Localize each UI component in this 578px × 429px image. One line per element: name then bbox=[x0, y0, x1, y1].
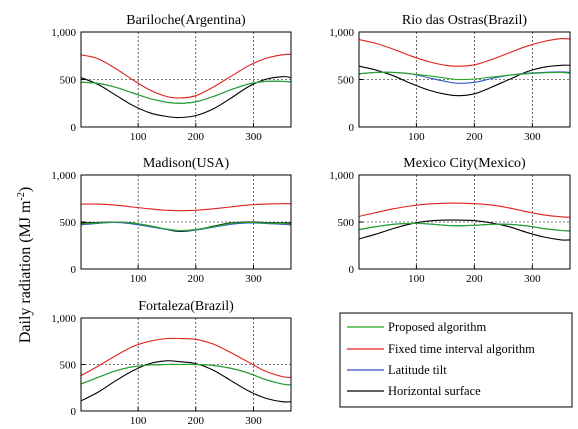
y-tick-label: 1,000 bbox=[329, 27, 354, 39]
x-tick-label: 100 bbox=[408, 273, 425, 285]
y-tick-label: 0 bbox=[349, 264, 355, 276]
y-tick-label: 500 bbox=[60, 75, 77, 87]
panel-title: Bariloche(Argentina) bbox=[126, 13, 246, 28]
plot-frame bbox=[358, 31, 571, 128]
panel-1: Rio das Ostras(Brazil) 100 200 300 0 500 1,000 bbox=[329, 13, 571, 143]
y-tick-label: 500 bbox=[60, 217, 77, 229]
panel-title: Rio das Ostras(Brazil) bbox=[402, 13, 528, 28]
y-tick-label: 1,000 bbox=[51, 313, 76, 325]
x-tick-label: 200 bbox=[188, 273, 205, 285]
series-line-proposed-algorithm bbox=[81, 221, 291, 232]
plot-frame bbox=[80, 317, 292, 412]
y-axis-label-main: Daily radiation (MJ m bbox=[17, 200, 34, 343]
y-tick-label: 0 bbox=[71, 264, 77, 276]
series-line-horizontal-surface bbox=[81, 76, 291, 119]
series-line-horizontal-surface bbox=[359, 64, 570, 97]
panel-4: Fortaleza(Brazil) 100 200 300 0 500 1,000 bbox=[51, 299, 292, 427]
y-axis-label: Daily radiation (MJ m-2) bbox=[16, 187, 34, 343]
y-tick-label: 500 bbox=[60, 360, 77, 372]
legend-label: Horizontal surface bbox=[388, 384, 481, 398]
series-line-horizontal-surface bbox=[81, 360, 291, 403]
panel-title: Madison(USA) bbox=[143, 156, 230, 171]
x-tick-label: 100 bbox=[130, 415, 147, 427]
x-tick-label: 200 bbox=[188, 415, 205, 427]
series-line-fixed-time-interval-algorithm bbox=[359, 37, 570, 67]
legend-entry-horizontal: Horizontal surface bbox=[347, 384, 481, 398]
panel-0: Bariloche(Argentina) 100 200 300 0 500 1,000 bbox=[51, 13, 292, 143]
x-tick-label: 200 bbox=[466, 131, 483, 143]
x-tick-label: 200 bbox=[466, 273, 483, 285]
y-axis-label-sup: -2 bbox=[16, 192, 27, 200]
panels: Bariloche(Argentina)100 200 30005001,000Ri… bbox=[51, 13, 571, 427]
panel-3: Mexico City(Mexico) 100 200 300 0 500 1,000 bbox=[329, 156, 571, 285]
y-tick-label: 500 bbox=[338, 217, 355, 229]
series-line-fixed-time-interval-algorithm bbox=[81, 337, 291, 379]
y-tick-label: 500 bbox=[338, 75, 355, 87]
series-line-fixed-time-interval-algorithm bbox=[81, 53, 291, 99]
legend-entry-latitude: Latitude tilt bbox=[347, 363, 447, 377]
x-tick-label: 300 bbox=[245, 131, 262, 143]
panel-2: Madison(USA) 100 200 300 0 500 1,000 bbox=[51, 156, 292, 285]
x-tick-label: 300 bbox=[524, 273, 541, 285]
y-tick-label: 0 bbox=[71, 406, 77, 418]
legend-entry-proposed: Proposed algorithm bbox=[347, 320, 487, 334]
x-tick-label: 100 bbox=[130, 273, 147, 285]
x-tick-label: 300 bbox=[245, 273, 262, 285]
series-line-horizontal-surface bbox=[359, 219, 570, 241]
legend-label: Latitude tilt bbox=[388, 363, 447, 377]
y-axis-label-close: ) bbox=[17, 187, 34, 192]
y-tick-label: 1,000 bbox=[51, 170, 76, 182]
plot-frame bbox=[358, 174, 571, 270]
legend-label: Proposed algorithm bbox=[388, 320, 487, 334]
x-tick-label: 100 bbox=[408, 131, 425, 143]
x-tick-label: 100 bbox=[130, 131, 147, 143]
series-line-fixed-time-interval-algorithm bbox=[359, 202, 570, 218]
panel-title: Fortaleza(Brazil) bbox=[138, 299, 234, 314]
series-line-proposed-algorithm bbox=[359, 71, 570, 81]
series-line-proposed-algorithm bbox=[81, 363, 291, 386]
y-tick-label: 1,000 bbox=[51, 27, 76, 39]
series-line-proposed-algorithm bbox=[81, 80, 291, 104]
legend-label: Fixed time interval algorithm bbox=[388, 342, 535, 356]
series-line-fixed-time-interval-algorithm bbox=[81, 203, 291, 212]
legend-entry-fixed: Fixed time interval algorithm bbox=[347, 342, 535, 356]
y-tick-label: 0 bbox=[349, 122, 355, 134]
x-tick-label: 200 bbox=[188, 131, 205, 143]
plot-frame bbox=[80, 31, 292, 128]
legend: Proposed algorithm Fixed time interval a… bbox=[339, 312, 573, 408]
x-tick-label: 300 bbox=[524, 131, 541, 143]
panel-title: Mexico City(Mexico) bbox=[403, 156, 526, 171]
series-line-proposed-algorithm bbox=[359, 222, 570, 232]
y-tick-label: 0 bbox=[71, 122, 77, 134]
x-tick-label: 300 bbox=[245, 415, 262, 427]
y-tick-label: 1,000 bbox=[329, 170, 354, 182]
plot-frame bbox=[80, 174, 292, 270]
